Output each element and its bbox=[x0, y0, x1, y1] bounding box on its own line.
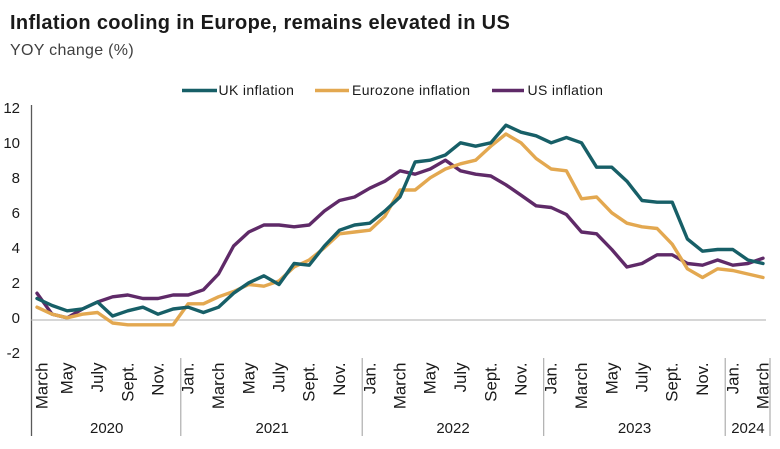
svg-text:July: July bbox=[451, 362, 470, 392]
svg-text:Jan.: Jan. bbox=[360, 363, 379, 395]
svg-text:Sept.: Sept. bbox=[118, 363, 137, 402]
svg-text:12: 12 bbox=[3, 100, 20, 117]
svg-text:July: July bbox=[633, 362, 652, 392]
svg-text:Jan.: Jan. bbox=[542, 363, 561, 395]
svg-text:2: 2 bbox=[12, 275, 20, 292]
svg-text:July: July bbox=[88, 362, 107, 392]
svg-text:Jan.: Jan. bbox=[723, 363, 742, 395]
svg-text:Nov.: Nov. bbox=[149, 363, 168, 396]
svg-text:Jan.: Jan. bbox=[179, 363, 198, 395]
svg-text:2023: 2023 bbox=[618, 420, 651, 437]
svg-text:Nov.: Nov. bbox=[330, 363, 349, 396]
svg-text:-2: -2 bbox=[7, 345, 20, 362]
svg-text:March: March bbox=[572, 363, 591, 410]
svg-text:July: July bbox=[270, 362, 289, 392]
svg-text:6: 6 bbox=[12, 205, 20, 222]
svg-text:May: May bbox=[58, 362, 77, 394]
svg-text:4: 4 bbox=[12, 240, 20, 257]
svg-text:2022: 2022 bbox=[436, 420, 469, 437]
svg-text:May: May bbox=[239, 362, 258, 394]
svg-text:May: May bbox=[421, 362, 440, 394]
svg-text:Sept.: Sept. bbox=[300, 363, 319, 402]
svg-text:10: 10 bbox=[3, 135, 20, 152]
svg-text:March: March bbox=[391, 363, 410, 410]
svg-text:Nov.: Nov. bbox=[512, 363, 531, 396]
svg-text:2024: 2024 bbox=[731, 420, 764, 437]
svg-text:March: March bbox=[33, 363, 52, 410]
svg-text:March: March bbox=[754, 363, 773, 410]
svg-text:Inflation cooling in Europe, r: Inflation cooling in Europe, remains ele… bbox=[10, 12, 510, 34]
svg-text:2021: 2021 bbox=[256, 420, 289, 437]
svg-text:0: 0 bbox=[12, 310, 20, 327]
svg-text:March: March bbox=[209, 363, 228, 410]
svg-text:Sept.: Sept. bbox=[481, 363, 500, 402]
svg-text:8: 8 bbox=[12, 170, 20, 187]
svg-text:Nov.: Nov. bbox=[693, 363, 712, 396]
svg-text:UK inflation: UK inflation bbox=[219, 82, 295, 98]
svg-text:US inflation: US inflation bbox=[528, 82, 604, 98]
svg-text:Sept.: Sept. bbox=[663, 363, 682, 402]
svg-text:May: May bbox=[602, 362, 621, 394]
svg-text:2020: 2020 bbox=[90, 420, 123, 437]
svg-text:YOY change (%): YOY change (%) bbox=[10, 42, 134, 59]
svg-text:Eurozone inflation: Eurozone inflation bbox=[352, 82, 470, 98]
